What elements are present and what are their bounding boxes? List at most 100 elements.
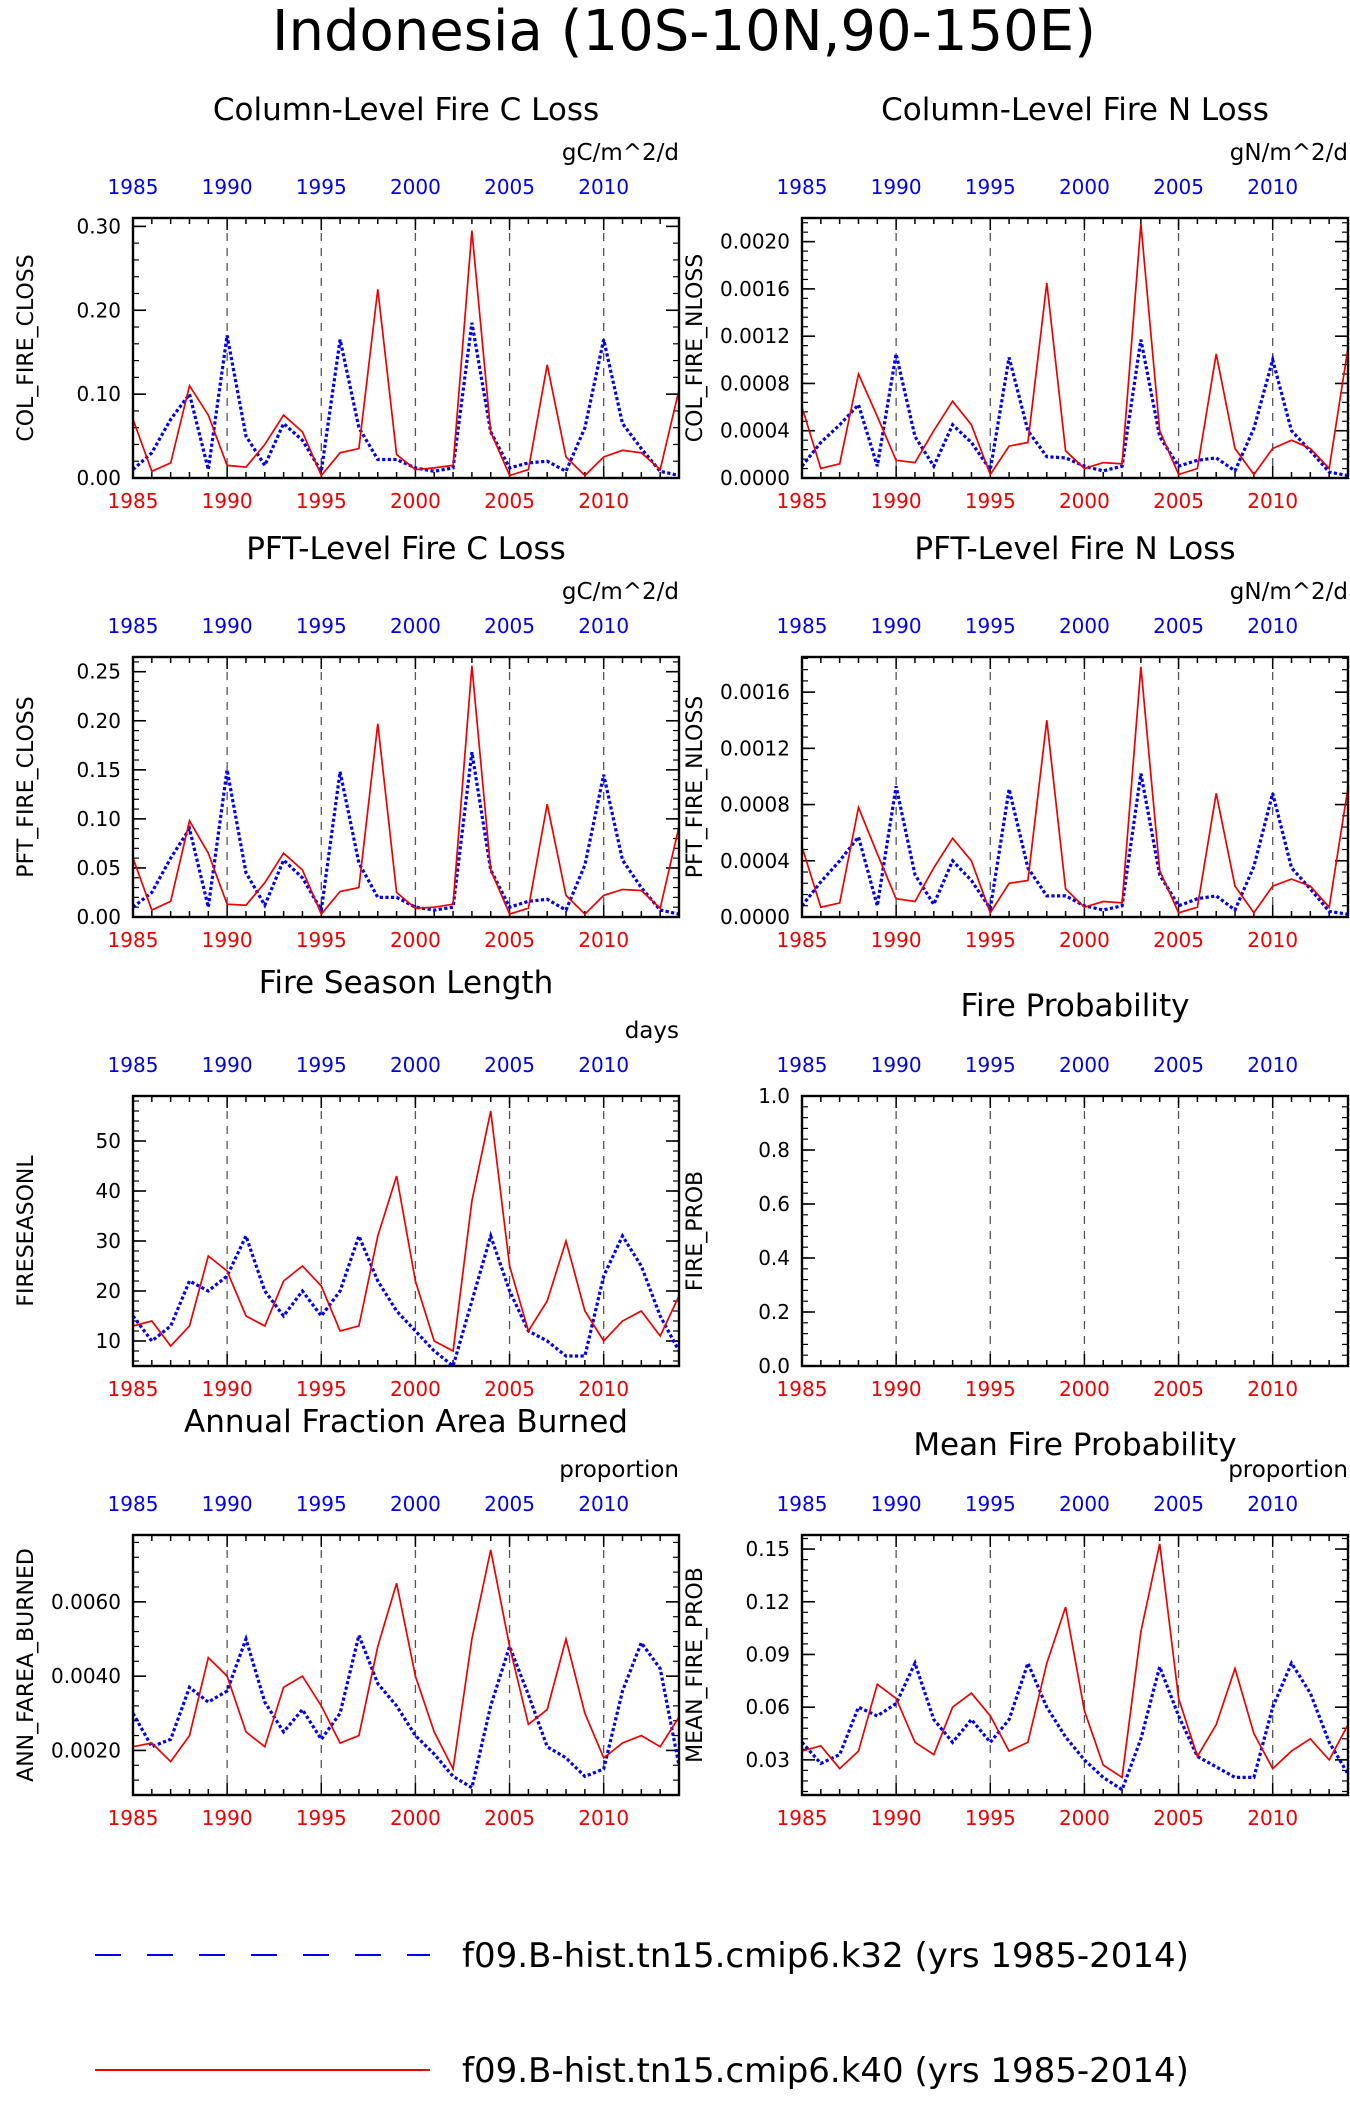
plot-frame (131, 216, 681, 480)
x-tick-label-bottom: 1990 (871, 1806, 922, 1830)
y-tick-label: 0.03 (745, 1748, 790, 1772)
y-tick-label: 0.0020 (720, 230, 790, 254)
x-tick-label-top: 2005 (1153, 1053, 1204, 1077)
y-tick-label: 0.05 (76, 856, 121, 880)
x-tick-label-bottom: 1990 (871, 928, 922, 952)
chart-title: Annual Fraction Area Burned (184, 1404, 628, 1440)
series-line-k32 (133, 751, 679, 916)
x-tick-label-top: 2010 (578, 614, 629, 638)
x-tick-label-bottom: 2000 (390, 928, 441, 952)
units-label: proportion (559, 1457, 679, 1483)
units-label: gN/m^2/d (1230, 140, 1348, 166)
x-tick-label-top: 1985 (777, 1492, 828, 1516)
x-tick-label-top: 1995 (965, 1053, 1016, 1077)
x-tick-label-bottom: 1985 (108, 1806, 159, 1830)
x-tick-label-bottom: 2005 (484, 1377, 535, 1401)
x-tick-label-bottom: 1995 (965, 489, 1016, 513)
y-tick-label: 0.0012 (720, 324, 790, 348)
plot-frame (800, 1533, 1350, 1797)
x-tick-label-top: 2000 (390, 1492, 441, 1516)
y-tick-label: 0.00 (76, 905, 121, 929)
y-tick-label: 0.06 (745, 1695, 790, 1719)
x-tick-label-bottom: 2000 (1059, 1806, 1110, 1830)
x-tick-label-top: 2005 (1153, 614, 1204, 638)
x-tick-label-bottom: 1995 (965, 928, 1016, 952)
x-tick-label-bottom: 1995 (296, 928, 347, 952)
x-tick-label-top: 1995 (965, 1492, 1016, 1516)
y-tick-label: 0.0040 (51, 1664, 121, 1688)
x-tick-label-bottom: 2005 (484, 489, 535, 513)
y-tick-label: 10 (96, 1329, 121, 1353)
x-tick-label-top: 1990 (871, 175, 922, 199)
x-tick-label-top: 1985 (108, 1492, 159, 1516)
y-tick-label: 0.2 (758, 1300, 790, 1324)
x-tick-label-bottom: 1990 (202, 928, 253, 952)
y-tick-label: 0.0020 (51, 1738, 121, 1762)
x-tick-label-top: 2000 (1059, 1492, 1110, 1516)
units-label: proportion (1228, 1457, 1348, 1483)
chart-fire-prob: Fire Probability FIRE_PROB 1985 1990 1995 200… (683, 988, 1350, 1401)
x-tick-label-top: 1995 (296, 1492, 347, 1516)
x-tick-label-top: 1985 (777, 175, 828, 199)
x-tick-label-top: 1995 (965, 175, 1016, 199)
x-tick-label-bottom: 2010 (578, 928, 629, 952)
series-line-k32 (133, 1230, 679, 1366)
plot-frame (800, 1094, 1350, 1368)
x-tick-label-bottom: 2010 (1247, 1806, 1298, 1830)
x-tick-label-top: 1990 (202, 1053, 253, 1077)
y-axis-label: COL_FIRE_CLOSS (14, 254, 39, 441)
x-tick-label-top: 2005 (1153, 1492, 1204, 1516)
x-tick-label-top: 1985 (108, 1053, 159, 1077)
x-tick-label-bottom: 1985 (777, 1806, 828, 1830)
x-tick-label-bottom: 2005 (484, 928, 535, 952)
chart-title: Fire Season Length (259, 965, 553, 1001)
x-tick-label-top: 2010 (1247, 614, 1298, 638)
x-tick-label-bottom: 1995 (296, 1806, 347, 1830)
y-tick-label: 0.0004 (720, 419, 790, 443)
x-tick-label-top: 2005 (1153, 175, 1204, 199)
chart-ann-farea-burned: Annual Fraction Area Burned proportion ANN… (14, 1404, 681, 1830)
x-tick-label-top: 2000 (390, 175, 441, 199)
y-tick-label: 0.0012 (720, 736, 790, 760)
x-tick-label-bottom: 1995 (296, 1377, 347, 1401)
chart-col-fire-closs: Column-Level Fire C Loss gC/m^2/d COL_FIRE… (14, 92, 681, 513)
x-tick-label-bottom: 2000 (1059, 928, 1110, 952)
series-line-k40 (802, 666, 1348, 915)
x-tick-label-top: 1995 (296, 1053, 347, 1077)
y-tick-label: 0.00 (76, 466, 121, 490)
chart-panels: Column-Level Fire C Loss gC/m^2/d COL_FIRE… (14, 92, 1350, 1830)
y-tick-label: 1.0 (758, 1084, 790, 1108)
y-tick-label: 0.10 (76, 807, 121, 831)
x-tick-label-top: 2005 (484, 614, 535, 638)
x-tick-label-top: 1995 (965, 614, 1016, 638)
series-line-k40 (133, 230, 679, 478)
x-tick-label-top: 2005 (484, 1053, 535, 1077)
series-line-k32 (802, 1658, 1348, 1793)
plot-frame (800, 655, 1350, 919)
legend: f09.B-hist.tn15.cmip6.k32 (yrs 1985-2014… (95, 1936, 1189, 2091)
y-tick-label: 20 (96, 1279, 121, 1303)
x-tick-label-bottom: 2000 (390, 1377, 441, 1401)
x-tick-label-bottom: 1985 (777, 489, 828, 513)
x-tick-label-top: 2005 (484, 175, 535, 199)
x-tick-label-top: 2000 (1059, 175, 1110, 199)
y-axis-label: PFT_FIRE_NLOSS (683, 696, 708, 878)
y-tick-label: 0.0016 (720, 680, 790, 704)
series-line-k32 (133, 1629, 679, 1791)
x-tick-label-top: 2010 (578, 1053, 629, 1077)
x-tick-label-bottom: 1990 (202, 489, 253, 513)
chart-title: Fire Probability (960, 988, 1189, 1024)
units-label: days (625, 1018, 679, 1044)
y-axis-label: ANN_FAREA_BURNED (14, 1548, 39, 1782)
x-tick-label-bottom: 2000 (390, 489, 441, 513)
series-line-k32 (133, 322, 679, 478)
x-tick-label-top: 1990 (871, 1053, 922, 1077)
x-tick-label-top: 1995 (296, 175, 347, 199)
y-tick-label: 0.6 (758, 1192, 790, 1216)
x-tick-label-top: 2005 (484, 1492, 535, 1516)
legend-label: f09.B-hist.tn15.cmip6.k32 (yrs 1985-2014… (462, 1936, 1189, 1976)
series-line-k40 (802, 1543, 1348, 1779)
y-tick-label: 0.20 (76, 709, 121, 733)
x-tick-label-top: 2010 (578, 175, 629, 199)
